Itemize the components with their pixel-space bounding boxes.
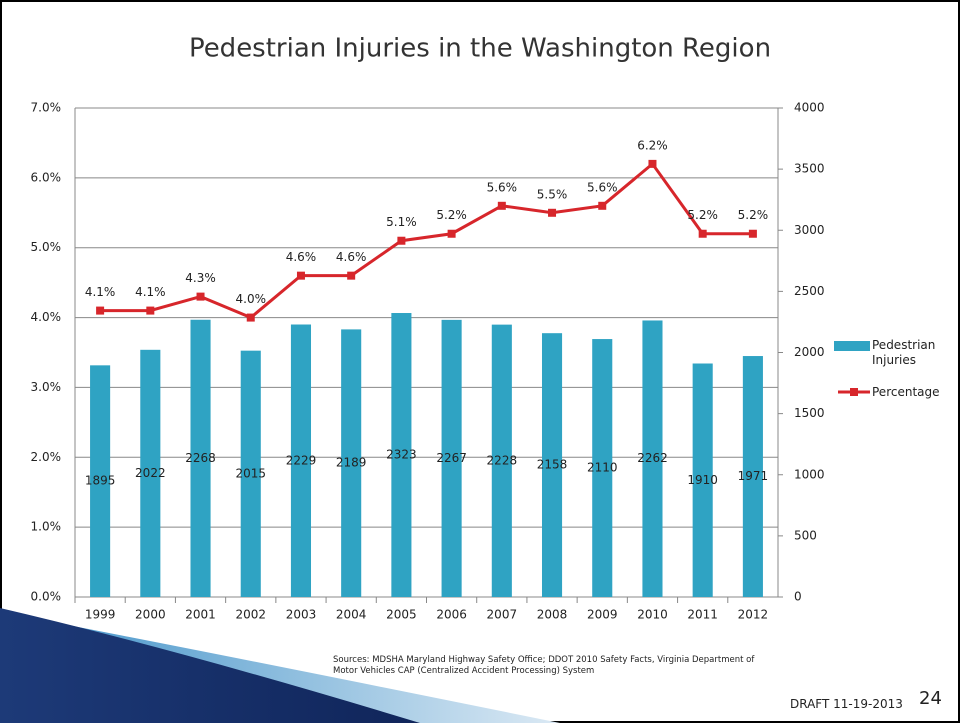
bar-value-label: 1971 — [738, 469, 769, 483]
line-value-label: 4.3% — [185, 271, 216, 285]
line-value-label: 5.5% — [537, 187, 568, 201]
x-tick-label: 2005 — [386, 608, 417, 622]
bar — [742, 356, 763, 597]
bar-value-label: 2229 — [286, 453, 317, 467]
bar-value-label: 2268 — [185, 451, 216, 465]
bar-value-label: 1910 — [687, 473, 718, 487]
y2-tick-label: 3500 — [794, 162, 825, 176]
line-value-label: 5.2% — [436, 208, 467, 222]
y-tick-label: 1.0% — [31, 520, 62, 534]
x-tick-label: 2004 — [336, 608, 367, 622]
line-value-label: 5.2% — [687, 208, 718, 222]
line-value-label: 4.0% — [236, 292, 267, 306]
bar-value-label: 2015 — [235, 466, 266, 480]
x-tick-label: 2002 — [235, 608, 266, 622]
y2-tick-label: 3000 — [794, 223, 825, 237]
x-tick-label: 2001 — [185, 608, 216, 622]
line-value-label: 4.1% — [85, 285, 116, 299]
bar — [441, 319, 462, 597]
x-tick-label: 2007 — [487, 608, 518, 622]
y-tick-label: 6.0% — [31, 170, 62, 184]
y2-tick-label: 0 — [794, 590, 802, 604]
x-tick-label: 1999 — [85, 608, 116, 622]
y2-tick-label: 2500 — [794, 284, 825, 298]
bar-value-label: 1895 — [85, 474, 116, 488]
y-tick-label: 3.0% — [31, 380, 62, 394]
bar-value-label: 2228 — [487, 453, 518, 467]
bar — [692, 363, 713, 597]
line-value-label: 4.1% — [135, 285, 166, 299]
line-marker — [96, 306, 105, 315]
y2-tick-label: 4000 — [794, 101, 825, 115]
y2-tick-label: 500 — [794, 528, 817, 542]
bar-value-label: 2267 — [436, 451, 467, 465]
bar — [391, 313, 412, 597]
bar — [90, 365, 111, 597]
line-marker — [347, 271, 356, 280]
y-tick-label: 2.0% — [31, 450, 62, 464]
legend-label: Pedestrian Injuries — [872, 338, 936, 367]
bar — [341, 329, 362, 597]
line-marker — [146, 306, 155, 315]
y2-tick-label: 1500 — [794, 406, 825, 420]
bar — [140, 349, 161, 597]
bar-value-label: 2189 — [336, 456, 367, 470]
y-tick-label: 7.0% — [31, 101, 62, 115]
decor-swoosh-dark — [0, 608, 420, 723]
y-tick-label: 0.0% — [31, 590, 62, 604]
line-marker — [447, 229, 456, 238]
line-marker — [698, 229, 707, 238]
line-marker — [296, 271, 305, 280]
y2-tick-label: 1000 — [794, 467, 825, 481]
bar — [642, 320, 663, 597]
line-marker — [497, 201, 506, 210]
line-value-label: 5.6% — [487, 180, 518, 194]
line — [100, 161, 753, 320]
line-marker — [397, 236, 406, 245]
line-marker — [648, 159, 657, 168]
line-value-label: 4.6% — [336, 250, 367, 264]
chart-title: Pedestrian Injuries in the Washington Re… — [189, 34, 771, 64]
bar-value-label: 2262 — [637, 451, 668, 465]
bar-value-label: 2110 — [587, 461, 618, 475]
bar-value-label: 2022 — [135, 466, 166, 480]
bar — [541, 333, 563, 597]
line-value-label: 5.6% — [587, 180, 618, 194]
x-tick-label: 2008 — [537, 608, 568, 622]
x-tick-label: 2003 — [286, 608, 317, 622]
y2-tick-label: 2000 — [794, 345, 825, 359]
line-marker — [598, 201, 607, 210]
bar-value-label: 2158 — [537, 458, 568, 472]
sources-note: Sources: MDSHA Maryland Highway Safety O… — [333, 655, 755, 676]
page-number: 24 — [919, 688, 942, 709]
bar — [290, 324, 312, 597]
line-marker — [748, 229, 757, 238]
bar — [190, 319, 211, 597]
bar — [491, 324, 512, 597]
legend-label: Percentage — [872, 385, 940, 399]
bar — [240, 350, 261, 597]
legend-swatch — [850, 388, 858, 396]
x-tick-label: 2012 — [738, 608, 769, 622]
x-tick-label: 2011 — [687, 608, 718, 622]
line-value-label: 5.2% — [738, 208, 769, 222]
line-value-label: 4.6% — [286, 250, 317, 264]
y-tick-label: 5.0% — [31, 240, 62, 254]
line-marker — [246, 313, 255, 322]
y-tick-label: 4.0% — [31, 310, 62, 324]
line-marker — [196, 292, 205, 301]
draft-label: DRAFT 11-19-2013 — [790, 697, 903, 711]
line-value-label: 6.2% — [637, 138, 668, 152]
bar — [592, 339, 613, 597]
bar-value-label: 2323 — [386, 448, 417, 462]
line-value-label: 5.1% — [386, 215, 417, 229]
x-tick-label: 2006 — [436, 608, 467, 622]
x-tick-label: 2000 — [135, 608, 166, 622]
legend-swatch — [834, 341, 870, 351]
line-marker — [548, 208, 557, 217]
x-tick-label: 2010 — [637, 608, 668, 622]
x-tick-label: 2009 — [587, 608, 618, 622]
